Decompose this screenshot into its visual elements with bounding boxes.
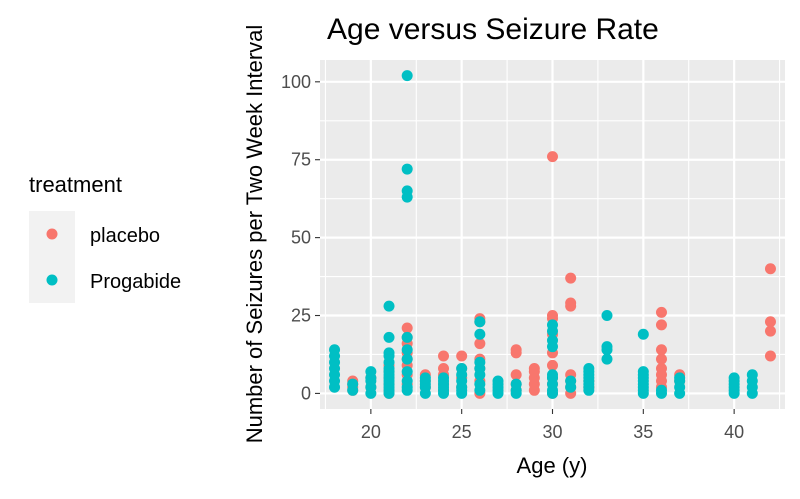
data-point-progabide [401, 331, 413, 343]
x-tick-label: 35 [633, 422, 653, 442]
data-point-progabide [383, 347, 395, 359]
data-point-progabide [401, 353, 413, 365]
data-point-placebo [655, 306, 667, 318]
y-tick-label: 0 [301, 383, 311, 403]
data-point-placebo [456, 350, 468, 362]
y-axis-label: Number of Seizures per Two Week Interval [242, 25, 267, 444]
x-axis: 20 25 30 35 40 [361, 409, 744, 442]
legend-marker-progabide [46, 274, 58, 286]
y-tick-label: 50 [291, 228, 311, 248]
data-point-progabide [492, 375, 504, 387]
y-tick-label: 25 [291, 306, 311, 326]
data-point-placebo [655, 319, 667, 331]
data-point-placebo [655, 344, 667, 356]
data-point-progabide [728, 372, 740, 384]
x-tick-label: 40 [724, 422, 744, 442]
data-point-placebo [764, 316, 776, 328]
legend-label-progabide: Progabide [90, 271, 181, 293]
legend: treatment placebo Progabide [29, 172, 181, 303]
data-point-placebo [474, 338, 486, 350]
data-point-placebo [528, 362, 540, 374]
legend-marker-placebo [46, 228, 58, 240]
data-point-placebo [655, 362, 667, 374]
data-point-progabide [674, 372, 686, 384]
data-point-placebo [565, 297, 577, 309]
data-point-progabide [401, 366, 413, 378]
data-point-progabide [456, 362, 468, 374]
data-point-placebo [547, 359, 558, 371]
data-point-placebo [764, 350, 776, 362]
data-point-progabide [746, 369, 758, 381]
data-point-progabide [601, 341, 613, 353]
data-point-progabide [383, 300, 395, 312]
data-point-progabide [383, 331, 395, 343]
data-point-placebo [547, 310, 558, 322]
data-point-placebo [438, 350, 450, 362]
data-point-progabide [401, 185, 413, 197]
data-point-progabide [547, 369, 558, 381]
data-point-progabide [347, 378, 359, 390]
y-tick-label: 100 [281, 72, 311, 92]
data-point-placebo [764, 263, 776, 275]
chart-title: Age versus Seizure Rate [327, 13, 659, 46]
data-point-placebo [655, 353, 667, 365]
data-points [329, 70, 776, 399]
legend-title: treatment [29, 172, 122, 197]
data-point-progabide [601, 353, 613, 365]
data-point-progabide [637, 366, 649, 378]
data-point-placebo [565, 272, 577, 284]
data-point-progabide [583, 362, 595, 374]
data-point-progabide [401, 70, 413, 82]
data-point-placebo [547, 151, 558, 163]
data-point-placebo [510, 369, 522, 381]
x-axis-label: Age (y) [517, 453, 588, 478]
x-tick-label: 30 [542, 422, 562, 442]
data-point-progabide [401, 344, 413, 356]
data-point-progabide [510, 378, 522, 390]
data-point-progabide [474, 356, 486, 368]
data-point-progabide [474, 328, 486, 340]
x-tick-label: 20 [361, 422, 381, 442]
data-point-progabide [419, 372, 431, 384]
data-point-progabide [547, 319, 558, 331]
data-point-progabide [365, 366, 377, 378]
data-point-progabide [637, 328, 649, 340]
data-point-progabide [474, 378, 486, 390]
data-point-progabide [565, 375, 577, 387]
data-point-progabide [329, 344, 341, 356]
data-point-progabide [655, 384, 667, 396]
data-point-progabide [438, 372, 450, 384]
data-point-placebo [401, 322, 413, 334]
data-point-progabide [401, 375, 413, 387]
data-point-progabide [474, 316, 486, 328]
y-axis: 0 25 50 75 100 [281, 72, 320, 403]
data-point-progabide [547, 334, 558, 346]
legend-label-placebo: placebo [90, 225, 160, 247]
data-point-progabide [401, 163, 413, 175]
data-point-placebo [510, 344, 522, 356]
data-point-progabide [601, 310, 613, 322]
data-point-placebo [438, 362, 450, 374]
data-point-placebo [764, 325, 776, 337]
y-tick-label: 75 [291, 150, 311, 170]
x-tick-label: 25 [452, 422, 472, 442]
